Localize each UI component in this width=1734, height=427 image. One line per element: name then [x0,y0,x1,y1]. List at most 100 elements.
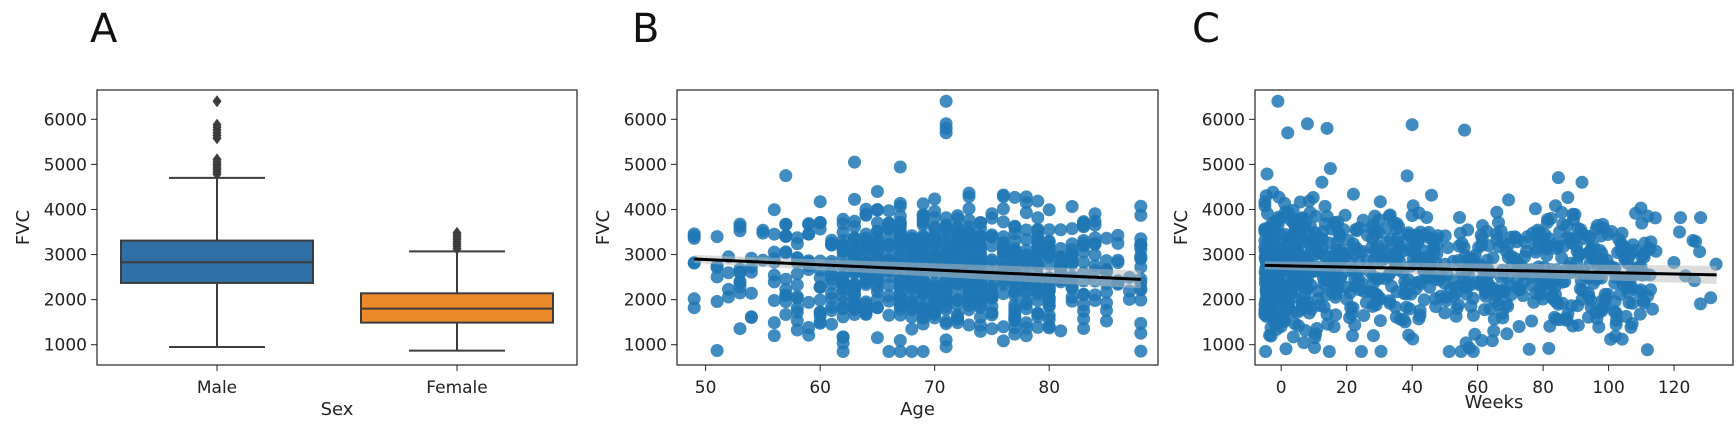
scatter-point [870,331,884,345]
x-tick-label: 80 [1038,378,1060,398]
scatter-point [905,252,919,266]
scatter-point [893,308,907,322]
scatter-point [1372,213,1386,227]
scatter-point [779,218,793,231]
scatter-point [710,270,724,284]
scatter-point [1350,224,1364,238]
scatter-point [1604,332,1618,346]
scatter-point [1259,286,1273,300]
scatter-point [1042,308,1056,322]
scatter-point [1452,298,1465,312]
box-outlier [452,226,462,239]
scatter-point [1622,278,1636,292]
scatter-point [1399,279,1413,293]
scatter-point [928,229,942,243]
panel-label-b: B [632,6,659,52]
scatter-point [1298,324,1312,337]
scatter-point [1286,330,1300,344]
scatter-point [939,94,953,108]
y-tick-label: 2000 [44,291,87,311]
scatter-point [1615,332,1629,346]
scatter-point [1317,300,1331,314]
scatter-point [1543,319,1557,333]
scatter-point [1694,211,1708,225]
scatter-point [1031,320,1045,334]
scatter-point [1425,188,1438,202]
scatter-point [1551,171,1565,185]
scatter-point [1349,241,1363,255]
scatter-point [836,345,850,358]
scatter-point [848,192,861,206]
scatter-point [1454,345,1468,358]
scatter-point [1308,341,1321,354]
scatter-point [1054,242,1068,255]
scatter-point [1019,206,1033,220]
scatter-point [1571,222,1585,235]
scatter-point [1312,230,1326,244]
scatter-point [985,207,999,221]
scatter-point [1273,286,1287,300]
scatter-point [882,289,896,303]
scatter-point [1529,286,1543,300]
scatter-point [1304,239,1318,253]
scatter-point [1622,296,1636,310]
scatter-point [1438,306,1452,320]
scatter-point [1453,211,1466,224]
scatter-point [790,290,804,304]
scatter-point [767,203,781,217]
scatter-point [1449,280,1463,294]
scatter-point [1575,175,1589,189]
scatter-point [870,203,884,217]
scatter-point [1261,207,1274,221]
scatter-point [722,282,735,296]
scatter-point [916,280,930,294]
scatter-point [1054,223,1068,237]
x-tick-label: Female [426,378,487,398]
scatter-point [1429,300,1443,314]
scatter-point [1589,305,1603,319]
scatter-point [974,324,987,338]
scatter-point [1258,195,1272,209]
scatter-point [928,285,942,299]
scatter-point [1386,250,1400,264]
scatter-point [1412,312,1426,326]
plot-frame [1254,89,1734,366]
scatter-point [1320,121,1334,135]
scatter-point [1486,251,1500,265]
scatter-point [1318,199,1332,213]
panel-label-c: C [1192,6,1220,52]
scatter-point [951,293,965,307]
scatter-point [802,218,816,231]
scatter-point [802,227,816,241]
scatter-point [996,190,1010,203]
scatter-point [1281,126,1295,140]
scatter-point [1088,248,1102,262]
scatter-points [1258,94,1723,358]
scatter-point [1100,285,1113,299]
scatter-point [870,185,884,198]
scatter-point [1542,341,1556,355]
scatter-point [1065,243,1079,256]
scatter-point [1100,314,1113,328]
scatter-point [1356,213,1370,227]
x-tick-label: 40 [1401,378,1423,398]
scatter-point [996,320,1010,334]
scatter-point [1100,296,1113,310]
scatter-point [1612,232,1626,246]
y-tick-label: 6000 [44,110,87,130]
scatter-point [928,220,942,234]
scatter-point [1466,345,1480,358]
scatter-point [939,314,953,328]
x-tick-label: 100 [1592,378,1624,398]
scatter-point [859,208,873,222]
y-tick-label: 5000 [1202,155,1245,175]
scatter-point [836,301,850,315]
scatter-point [939,282,953,296]
scatter-point [882,308,896,322]
scatter-point [1264,329,1278,343]
scatter-point [974,216,987,230]
scatter-point [1340,292,1354,306]
scatter-point [951,226,965,240]
scatter-point [1054,251,1068,265]
